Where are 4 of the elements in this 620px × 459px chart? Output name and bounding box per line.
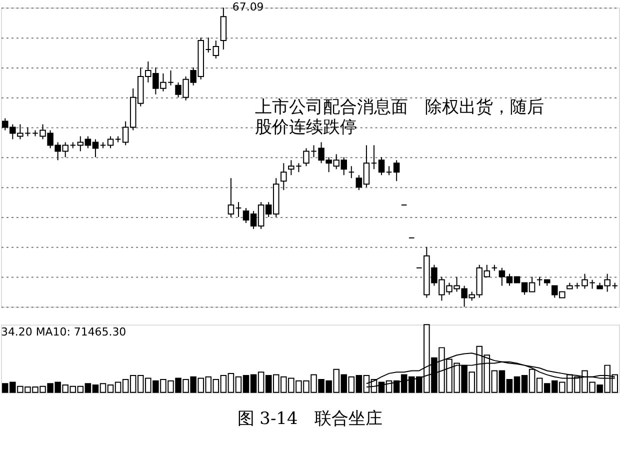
annotation: 67.09 bbox=[232, 0, 264, 14]
text: 图 3-14 联合坐庄 bbox=[237, 408, 383, 428]
annotation: 上市公司配合消息面 除权出货，随后股价连续跌停 bbox=[255, 96, 544, 136]
annotation: 34.20 MA10: 71465.30 bbox=[0, 326, 126, 339]
